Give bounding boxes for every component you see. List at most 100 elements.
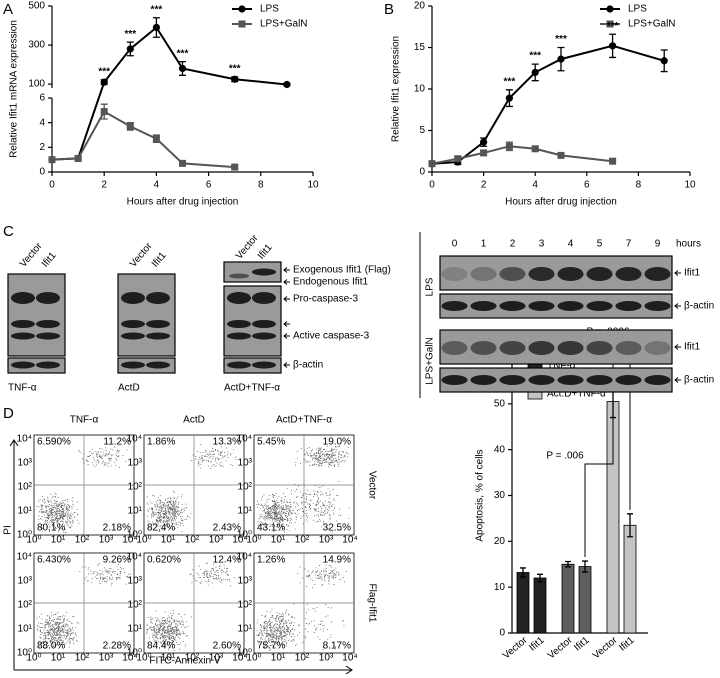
y-tick-label: 5 [419, 125, 425, 136]
y-tick-label: 20 [494, 536, 506, 547]
y-tick-label: 0 [39, 167, 45, 178]
flow-x-tick: 10¹ [161, 535, 176, 546]
marker [231, 163, 239, 171]
treatment-label: ActD [118, 383, 140, 394]
row-label: Flag-Ifit1 [366, 584, 377, 623]
band [470, 301, 497, 311]
blot [117, 273, 176, 357]
hour-label: 3 [539, 239, 545, 250]
band [470, 267, 497, 281]
band [528, 341, 555, 355]
legend-label: LPS+GalN [628, 19, 676, 30]
flow-y-tick: 10¹ [18, 624, 33, 635]
y-tick-label: 6 [39, 93, 45, 104]
band [146, 292, 170, 304]
flow-y-tick: 10⁴ [17, 552, 32, 563]
band [557, 375, 584, 385]
band-label: β-actin [684, 375, 714, 386]
y-tick-label: 100 [28, 79, 45, 90]
arrow [283, 362, 290, 368]
legend-label: TNF-α [547, 361, 576, 372]
x-tick-label: 2 [481, 180, 487, 191]
row-label: Vector [366, 471, 377, 500]
flow-x-tick: 10⁰ [246, 653, 261, 664]
band [227, 292, 251, 304]
y-tick-label: 500 [28, 1, 45, 12]
x-tick-label: Vector [591, 634, 620, 661]
marker [178, 64, 187, 73]
quadrant-lines [34, 553, 134, 653]
marker [283, 80, 291, 89]
y-tick-label: 0 [419, 167, 425, 178]
marker [557, 55, 565, 63]
marker [557, 151, 565, 159]
band [586, 375, 613, 385]
band [615, 341, 642, 355]
marker [454, 155, 462, 163]
y-tick-label: 4 [39, 117, 45, 128]
quadrant-percent: 80.1% [37, 523, 65, 534]
bar [533, 577, 547, 634]
y-tick-label: 10 [494, 582, 506, 593]
band [252, 332, 276, 340]
y-tick-label: 30 [494, 490, 506, 501]
significance: *** [504, 76, 516, 87]
flow-y-tick: 10³ [238, 458, 253, 469]
band [227, 320, 251, 328]
marker [505, 142, 513, 150]
flow-y-tick: 10⁴ [237, 552, 252, 563]
flow-y-tick: 10³ [18, 458, 33, 469]
arrow [283, 296, 290, 302]
significance: *** [124, 29, 136, 40]
legend-label: LPS+GalN [260, 19, 308, 30]
flow-y-tick: 10¹ [128, 624, 143, 635]
legend-marker [606, 20, 614, 28]
quadrant-percent: 19.0% [323, 437, 351, 448]
treatment-label: ActD+TNF-α [224, 383, 280, 394]
x-tick-label: 6 [584, 180, 590, 191]
blot [7, 273, 66, 357]
error-bar [627, 513, 633, 538]
line [431, 44, 665, 165]
band [11, 292, 35, 304]
marker [48, 156, 56, 164]
legend-label: Act.D+TNF-α [547, 389, 606, 400]
quadrant-percent: 12.4% [213, 555, 241, 566]
band [36, 320, 60, 328]
band-label: β-actin [684, 301, 714, 312]
axis-label: FITC-Annexin Ⅴ [149, 656, 220, 667]
bracket [584, 381, 614, 558]
y-tick-label: 300 [28, 40, 45, 51]
y-tick-label: 2 [39, 142, 45, 153]
flow-plot [253, 434, 355, 536]
quadrant-percent: 2.43% [213, 523, 241, 534]
band [11, 332, 35, 340]
legend-label: LPS [628, 4, 647, 15]
significance: *** [607, 21, 619, 32]
band [146, 332, 170, 340]
quadrant-percent: 1.26% [257, 555, 285, 566]
flow-y-tick: 10² [238, 600, 253, 611]
x-tick-label: 8 [636, 180, 642, 191]
scatter-dots [36, 563, 131, 649]
arrow [283, 267, 290, 273]
band [644, 267, 671, 281]
panel-label: D [3, 405, 14, 422]
hour-label: 2 [510, 239, 516, 250]
error-bar [537, 573, 543, 583]
band-label: Exogenous Ifit1 (Flag) [293, 265, 391, 276]
bar [561, 563, 575, 634]
flow-x-tick: 10¹ [51, 535, 66, 546]
significance: *** [529, 51, 541, 62]
arrow [674, 377, 681, 383]
band [11, 320, 35, 328]
flow-y-tick: 10⁰ [17, 648, 32, 659]
flow-x-tick: 10³ [319, 535, 334, 546]
flow-x-tick: 10⁴ [122, 653, 137, 664]
arrow [283, 333, 290, 339]
quadrant-percent: 2.18% [103, 523, 131, 534]
significance: *** [177, 48, 189, 59]
flow-x-tick: 10¹ [51, 653, 66, 664]
quadrant-lines [144, 435, 244, 535]
flow-y-tick: 10⁰ [127, 648, 142, 659]
